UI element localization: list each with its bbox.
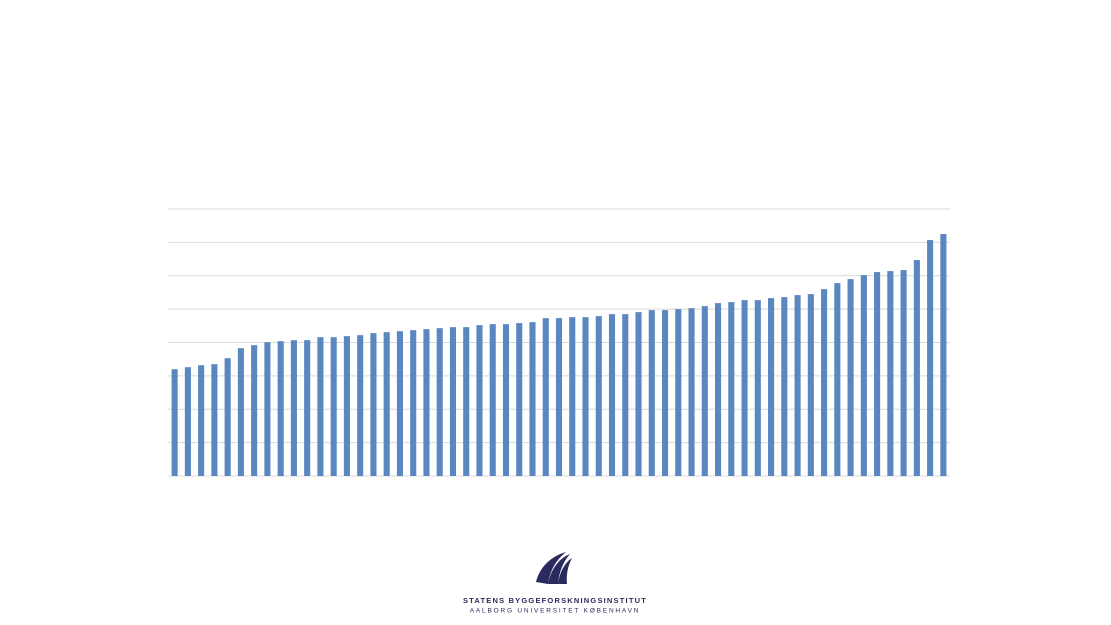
bar [476,325,483,476]
bar [781,297,788,476]
bar [900,270,907,476]
bar [542,318,549,476]
bar [436,328,443,476]
bar [913,260,920,476]
logo-mark [536,552,566,584]
bar [171,369,178,476]
bar [821,289,828,476]
bar [927,240,934,476]
bar [834,283,841,476]
bar [264,342,271,476]
bar [754,300,761,476]
bar [502,324,510,476]
bar [582,317,589,476]
bar [807,294,814,476]
bar [304,340,311,476]
bar [357,335,364,476]
bar [555,318,563,476]
bar [343,336,350,476]
bar [715,303,722,476]
logo-subtitle: AALBORG UNIVERSITET KØBENHAVN [470,608,640,615]
bar [423,329,430,476]
bar [251,345,258,476]
bar [410,330,417,476]
bar [794,295,801,476]
bar [396,331,403,476]
logo-name: STATENS BYGGEFORSKNINGSINSTITUT [463,596,647,605]
bar [330,337,337,476]
bar [741,300,748,476]
bar [449,327,457,476]
bar [608,314,616,476]
bar [184,367,191,476]
bar [688,308,695,476]
bar [237,348,244,476]
bar [463,327,470,476]
bar [595,316,602,476]
logo-mark [548,554,570,584]
bar [370,333,377,476]
bar [887,271,894,476]
bar [516,323,523,476]
bar [661,310,669,476]
bar [277,341,284,476]
bar [290,340,297,476]
bar [874,272,881,476]
bar [675,309,682,476]
bar [198,365,205,476]
bar [622,314,629,476]
bar [211,364,218,476]
bar [860,275,867,476]
bar [635,312,642,476]
bar [317,337,324,476]
bar [701,306,708,476]
bar [648,310,655,476]
logo: STATENS BYGGEFORSKNINGSINSTITUT AALBORG … [463,552,647,615]
logo-mark [558,558,572,584]
bar [940,234,947,476]
bar [224,358,231,476]
bar [529,322,536,476]
bar [847,279,854,476]
bar [569,317,576,476]
bar [489,324,496,476]
bar [768,298,775,476]
bar [383,332,390,476]
bar [728,302,735,476]
